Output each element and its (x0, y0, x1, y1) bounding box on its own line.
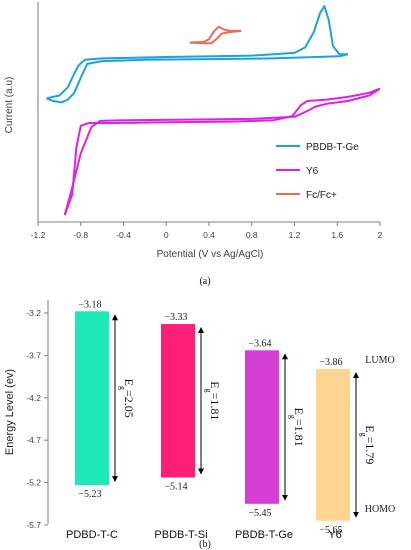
cv-x-tick-label: 0.8 (246, 230, 258, 240)
cv-legend: PBDB-T-Ge Y6 Fc/Fc+ (276, 142, 359, 201)
cv-x-axis-label: Potential (V vs Ag/AgCl) (157, 249, 264, 260)
homo-side-label: HOMO (365, 504, 396, 515)
band-gap-label: Eg=1.79 (360, 425, 378, 464)
lumo-value-label: −3.86 (319, 357, 342, 368)
energy-bars: −3.18 −5.23 Eg=2.05 PDBD-T-C −3.33 −5.14 Eg=1.… (66, 299, 377, 541)
legend-label: Fc/Fc+ (306, 190, 337, 201)
panel-a-label: (a) (199, 276, 210, 287)
cv-x-tick-label: 2 (378, 230, 383, 240)
lumo-value-label: −3.18 (78, 299, 101, 310)
energy-bar (245, 350, 279, 504)
energy-bar (75, 311, 109, 486)
band-gap-label: Eg=2.05 (119, 379, 137, 418)
legend-label: PBDB-T-Ge (306, 142, 359, 153)
cv-x-tick-label: 1.2 (289, 230, 301, 240)
category-label: PDBD-T-C (66, 529, 118, 541)
homo-value-label: −5.45 (248, 508, 271, 519)
category-label: PBDB-T-Si (154, 529, 207, 541)
legend-label: Y6 (306, 166, 319, 177)
cv-x-tick-label: 0.4 (203, 230, 215, 240)
category-label: Y6 (328, 529, 341, 541)
cv-curve-pbdb-t-ge (46, 5, 348, 100)
homo-value-label: −5.23 (78, 489, 101, 500)
cv-y-axis-label: Current (a.u) (4, 77, 15, 134)
cv-curve-fc-fc- (189, 29, 242, 45)
band-gap-label: Eg=1.81 (289, 407, 307, 446)
cv-curve-y6 (63, 87, 381, 216)
energy-y-tick-label: -3.2 (26, 308, 41, 318)
energy-bar (316, 368, 350, 521)
band-gap-label: Eg=1.81 (205, 381, 223, 420)
cv-curves (46, 5, 381, 216)
energy-y-tick-label: -5.7 (26, 520, 41, 530)
energy-y-ticks: -3.2 -3.7 -4.2 -4.7 -5.2 -5.7 (26, 308, 48, 530)
energy-y-axis-label: Energy Level (ev) (4, 369, 16, 455)
cv-chart: -1.2 -0.8 -0.4 0 0.4 0.8 1.2 1.6 2 PBDB-T-Ge Y6 Fc… (4, 2, 383, 260)
energy-y-tick-label: -3.7 (26, 350, 41, 360)
energy-y-tick-label: -5.2 (26, 478, 41, 488)
lumo-value-label: −3.64 (248, 338, 271, 349)
cv-x-tick-label: -0.4 (116, 230, 131, 240)
energy-y-tick-label: -4.2 (26, 393, 41, 403)
cv-curve-pbdb-t-ge (46, 53, 349, 104)
cv-x-ticks: -1.2 -0.8 -0.4 0 0.4 0.8 1.2 1.6 2 (31, 222, 383, 240)
cv-curve-y6 (63, 87, 381, 216)
cv-x-tick-label: 0 (164, 230, 169, 240)
energy-level-chart: -3.2 -3.7 -4.2 -4.7 -5.2 -5.7 −3.18 −5.23 Eg=2.… (4, 299, 395, 541)
lumo-side-label: LUMO (365, 355, 394, 366)
panel-b-label: (b) (199, 539, 211, 550)
cv-x-tick-label: 1.6 (331, 230, 343, 240)
lumo-value-label: −3.33 (164, 312, 187, 323)
homo-value-label: −5.14 (164, 482, 187, 493)
category-label: PBDB-T-Ge (235, 529, 293, 541)
cv-x-tick-label: -1.2 (31, 230, 46, 240)
energy-y-tick-label: -4.7 (26, 435, 41, 445)
energy-bar (161, 324, 195, 478)
homo-value-label: −5.65 (319, 525, 342, 536)
cv-x-tick-label: -0.8 (73, 230, 88, 240)
